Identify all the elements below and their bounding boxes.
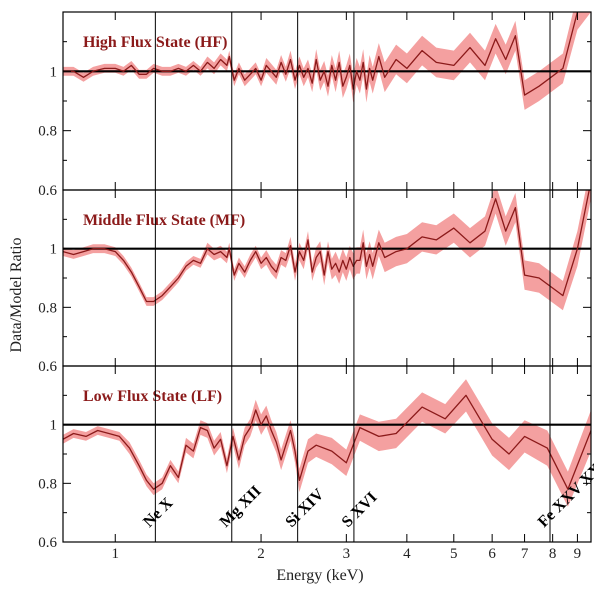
y-tick-label: 1 — [50, 242, 58, 258]
line-marker-label: Ne X — [140, 494, 177, 531]
y-tick-label: 1 — [50, 418, 58, 434]
x-tick-label: 2 — [257, 546, 265, 562]
y-tick-label: 1 — [50, 64, 58, 80]
x-tick-label: 4 — [403, 546, 411, 562]
line-marker-label: Si XIV — [282, 485, 327, 530]
y-tick-label: 0.8 — [38, 476, 57, 492]
panel-title: Low Flux State (LF) — [83, 388, 222, 405]
x-tick-label: 6 — [488, 546, 496, 562]
panel-2: Middle Flux State (MF) — [63, 190, 591, 311]
x-tick-label: 9 — [574, 546, 582, 562]
y-tick-label: 0.8 — [38, 300, 57, 316]
axes-layer: 0.6 0.8 1 0.6 0.8 1 0.6 0.8 1 1 2 3 4 5 6 7 8 9 — [38, 12, 591, 562]
y-tick-label: 0.8 — [38, 124, 57, 140]
y-tick-label: 0.6 — [38, 183, 57, 199]
panel-title: Middle Flux State (MF) — [83, 212, 245, 229]
panel-3: Low Flux State (LF) — [63, 379, 591, 507]
x-axis-label: Energy (keV) — [276, 567, 363, 584]
ratio-line — [63, 12, 579, 96]
y-tick-label: 0.6 — [38, 359, 57, 375]
error-band — [63, 190, 591, 311]
x-tick-label: 5 — [450, 546, 458, 562]
ratio-line — [63, 190, 590, 303]
error-band — [63, 12, 591, 110]
y-tick-label: 0.6 — [38, 535, 57, 551]
panel-1: High Flux State (HF) — [63, 12, 591, 110]
x-tick-label: 7 — [521, 546, 529, 562]
panels-layer: High Flux State (HF) Middle Flux State (M… — [63, 12, 591, 507]
x-tick-label: 8 — [549, 546, 557, 562]
line-marker-label: S XVI — [339, 489, 381, 531]
error-band — [63, 379, 591, 507]
line-marker-label: Mg XII — [217, 483, 265, 531]
ratio-line — [63, 394, 591, 490]
y-axis-label: Data/Model Ratio — [8, 237, 25, 352]
x-tick-label: 1 — [112, 546, 120, 562]
x-tick-label: 3 — [343, 546, 351, 562]
